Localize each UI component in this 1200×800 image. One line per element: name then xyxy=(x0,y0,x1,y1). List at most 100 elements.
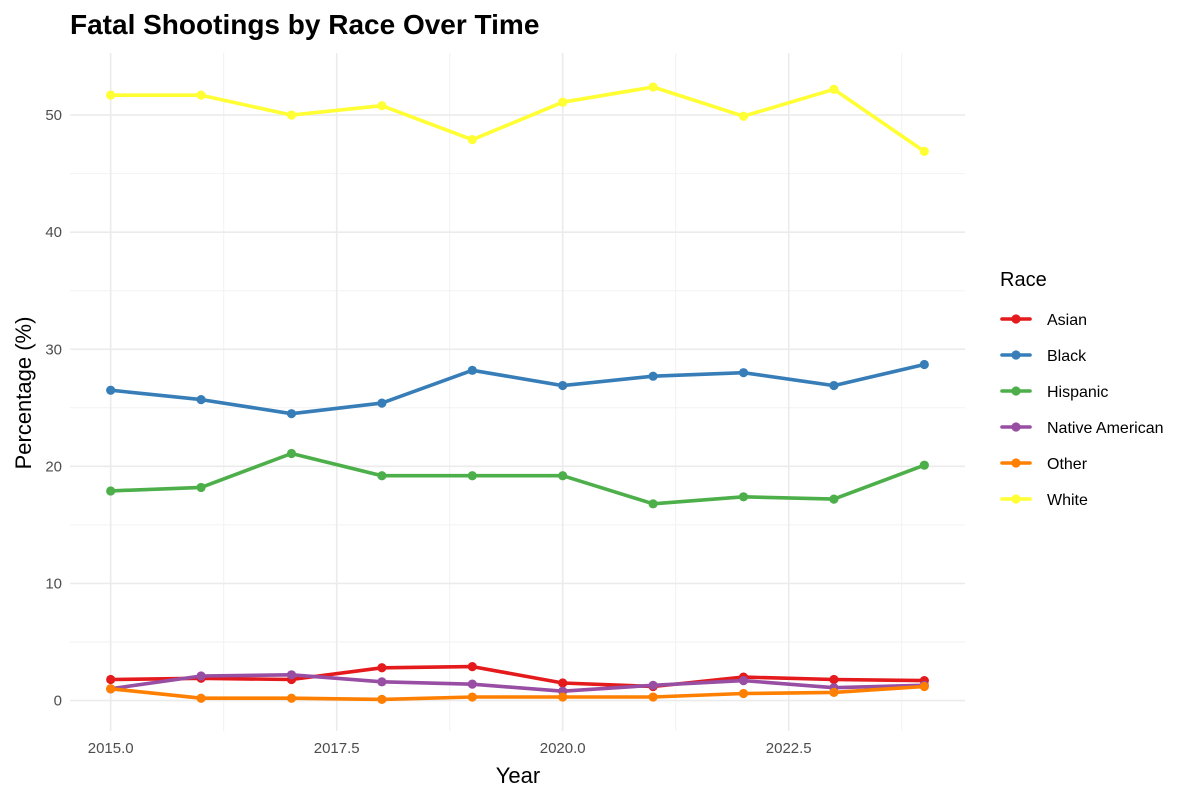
data-point xyxy=(106,90,116,100)
data-point xyxy=(467,471,477,481)
data-point xyxy=(106,385,116,395)
legend-key-point xyxy=(1011,422,1021,432)
y-tick-label: 10 xyxy=(45,575,62,592)
minor-gridlines xyxy=(70,53,965,731)
data-point xyxy=(829,674,839,685)
data-point xyxy=(648,82,658,92)
data-point xyxy=(196,693,206,703)
data-point xyxy=(919,146,929,156)
data-point xyxy=(919,681,929,692)
y-tick-label: 50 xyxy=(45,107,62,124)
series-line xyxy=(108,451,927,506)
chart-title: Fatal Shootings by Race Over Time xyxy=(70,9,539,40)
data-point xyxy=(106,674,116,685)
y-axis-ticks: 0 10 20 30 40 50 xyxy=(45,107,62,709)
data-point xyxy=(196,90,206,100)
data-point xyxy=(196,482,206,493)
data-point xyxy=(467,679,477,689)
data-point xyxy=(829,380,839,391)
legend-item: Black xyxy=(1000,348,1087,365)
series-black xyxy=(106,359,929,419)
data-point xyxy=(467,365,477,375)
data-point xyxy=(648,371,658,381)
y-tick-label: 20 xyxy=(45,458,62,475)
legend: Race Asian Black Hispanic Native American Ot… xyxy=(1000,269,1164,509)
data-point xyxy=(738,688,749,699)
x-tick-label: 2015.0 xyxy=(88,740,134,757)
data-point xyxy=(377,398,387,408)
legend-items: Asian Black Hispanic Native American Other Wh… xyxy=(1000,312,1164,509)
data-point xyxy=(648,680,658,690)
y-tick-label: 0 xyxy=(54,693,62,710)
legend-item: Other xyxy=(1000,456,1088,473)
data-point xyxy=(467,135,477,145)
legend-label: Native American xyxy=(1047,420,1164,437)
series-hispanic xyxy=(106,448,929,509)
data-point xyxy=(919,359,929,370)
legend-label: Hispanic xyxy=(1047,384,1108,401)
data-point xyxy=(738,676,749,686)
data-point xyxy=(558,692,568,702)
series-other xyxy=(106,681,929,704)
x-tick-label: 2020.0 xyxy=(540,740,586,757)
data-point xyxy=(286,448,297,459)
legend-title: Race xyxy=(1000,269,1047,291)
series-white xyxy=(106,82,929,156)
legend-item: Hispanic xyxy=(1000,384,1108,401)
data-point xyxy=(377,694,387,704)
y-axis-title: Percentage (%) xyxy=(11,317,36,470)
legend-key-point xyxy=(1011,314,1021,324)
series-line xyxy=(108,664,927,689)
data-point xyxy=(558,97,568,107)
data-point xyxy=(196,671,206,681)
data-point xyxy=(829,84,839,94)
data-point xyxy=(648,499,658,509)
x-tick-label: 2022.5 xyxy=(766,740,812,757)
legend-key-point xyxy=(1011,458,1021,468)
data-point xyxy=(738,111,749,121)
legend-label: Asian xyxy=(1047,312,1087,329)
series-line xyxy=(108,362,927,416)
data-point xyxy=(467,692,477,702)
x-axis-title: Year xyxy=(496,763,540,788)
series-layer xyxy=(106,82,929,704)
legend-label: White xyxy=(1047,492,1088,509)
legend-key-point xyxy=(1011,350,1021,360)
legend-key-point xyxy=(1011,494,1021,504)
data-point xyxy=(648,692,658,702)
data-point xyxy=(558,380,568,391)
series-line xyxy=(108,85,927,154)
series-line xyxy=(108,672,927,694)
data-point xyxy=(377,677,387,687)
y-tick-label: 30 xyxy=(45,341,62,358)
data-point xyxy=(377,101,387,111)
data-point xyxy=(829,687,839,697)
data-point xyxy=(558,678,568,688)
data-point xyxy=(377,471,387,481)
legend-item: Native American xyxy=(1000,420,1164,437)
data-point xyxy=(738,492,749,502)
legend-item: Asian xyxy=(1000,312,1087,329)
data-point xyxy=(286,409,297,419)
data-point xyxy=(738,368,749,378)
data-point xyxy=(919,460,929,470)
data-point xyxy=(106,486,116,496)
data-point xyxy=(286,670,297,680)
data-point xyxy=(558,471,568,481)
data-point xyxy=(377,663,387,673)
data-point xyxy=(106,684,116,694)
y-tick-label: 40 xyxy=(45,224,62,241)
data-point xyxy=(467,661,477,672)
legend-label: Other xyxy=(1047,456,1088,473)
data-point xyxy=(829,494,839,504)
legend-key-point xyxy=(1011,386,1021,396)
data-point xyxy=(286,110,297,120)
data-point xyxy=(196,395,206,405)
data-point xyxy=(286,693,297,703)
legend-item: White xyxy=(1000,492,1088,509)
major-gridlines xyxy=(70,53,965,731)
series-line xyxy=(108,684,927,702)
x-tick-label: 2017.5 xyxy=(314,740,360,757)
legend-label: Black xyxy=(1047,348,1087,365)
